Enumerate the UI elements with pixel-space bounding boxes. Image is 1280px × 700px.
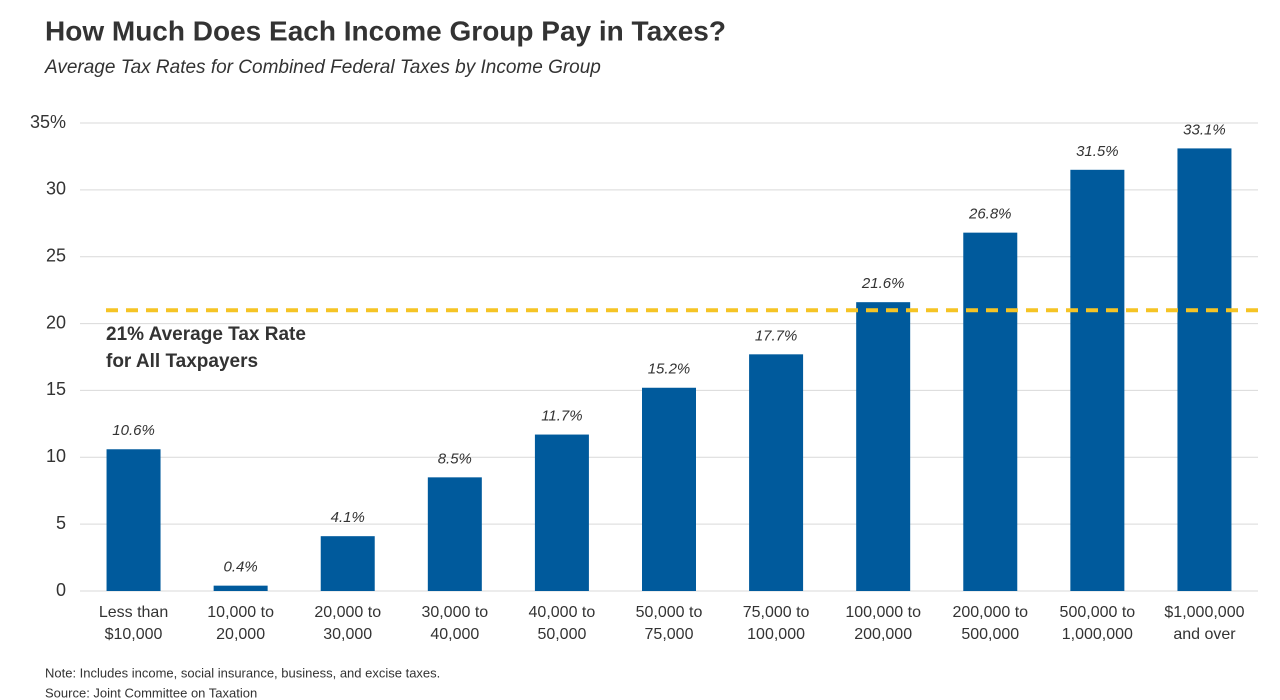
reference-label: for All Taxpayers xyxy=(106,351,258,372)
x-tick-label: 75,000 xyxy=(645,626,694,643)
y-tick-label: 35% xyxy=(30,112,66,132)
chart-title: How Much Does Each Income Group Pay in T… xyxy=(45,15,726,46)
bar xyxy=(213,585,268,591)
y-tick-label: 30 xyxy=(46,179,66,199)
x-tick-label: 50,000 xyxy=(537,626,586,643)
value-label: 11.7% xyxy=(541,408,582,425)
bar xyxy=(856,302,911,591)
value-label: 31.5% xyxy=(1076,143,1119,160)
value-label: 21.6% xyxy=(861,275,905,292)
chart-subtitle: Average Tax Rates for Combined Federal T… xyxy=(44,57,601,78)
x-tick-label: 30,000 to xyxy=(421,604,488,621)
x-tick-label: Less than xyxy=(99,604,168,621)
y-tick-label: 0 xyxy=(56,580,66,600)
x-tick-label: 500,000 xyxy=(961,626,1019,643)
x-tick-label: 10,000 to xyxy=(207,604,274,621)
y-tick-label: 5 xyxy=(56,513,66,533)
y-tick-label: 20 xyxy=(46,312,66,332)
bar xyxy=(534,434,589,591)
bar xyxy=(749,354,804,591)
note: Note: Includes income, social insurance,… xyxy=(45,665,440,680)
x-tick-label: 20,000 xyxy=(216,626,265,643)
value-label: 15.2% xyxy=(648,361,691,378)
x-tick-label: 200,000 xyxy=(854,626,912,643)
x-tick-label: $1,000,000 xyxy=(1164,604,1244,621)
bar xyxy=(1070,169,1125,592)
x-tick-label: 40,000 to xyxy=(529,604,596,621)
source: Source: Joint Committee on Taxation xyxy=(45,685,257,700)
x-tick-label: 30,000 xyxy=(323,626,372,643)
x-tick-label: 100,000 to xyxy=(845,604,921,621)
value-label: 0.4% xyxy=(224,559,258,576)
x-tick-label: 100,000 xyxy=(747,626,805,643)
x-tick-label: 1,000,000 xyxy=(1062,626,1133,643)
y-tick-label: 15 xyxy=(46,379,66,399)
x-tick-label: 50,000 to xyxy=(636,604,703,621)
value-label: 10.6% xyxy=(112,422,155,439)
x-tick-label: and over xyxy=(1173,626,1236,643)
bar xyxy=(106,449,161,591)
value-label: 4.1% xyxy=(331,509,365,526)
value-label: 17.7% xyxy=(755,327,798,344)
x-tick-label: 40,000 xyxy=(430,626,479,643)
x-tick-label: $10,000 xyxy=(105,626,163,643)
reference-label: 21% Average Tax Rate xyxy=(106,324,306,345)
x-tick-label: 20,000 to xyxy=(314,604,381,621)
value-label: 33.1% xyxy=(1183,121,1226,138)
y-tick-label: 25 xyxy=(46,245,66,265)
bar xyxy=(963,232,1018,591)
value-label: 26.8% xyxy=(968,206,1012,223)
bar xyxy=(427,477,482,591)
y-tick-label: 10 xyxy=(46,446,66,466)
bar xyxy=(320,536,375,591)
x-tick-label: 200,000 to xyxy=(952,604,1028,621)
x-tick-label: 75,000 to xyxy=(743,604,810,621)
value-label: 8.5% xyxy=(438,450,472,467)
x-tick-label: 500,000 to xyxy=(1060,604,1136,621)
bar xyxy=(1177,148,1232,592)
bar xyxy=(642,387,696,591)
